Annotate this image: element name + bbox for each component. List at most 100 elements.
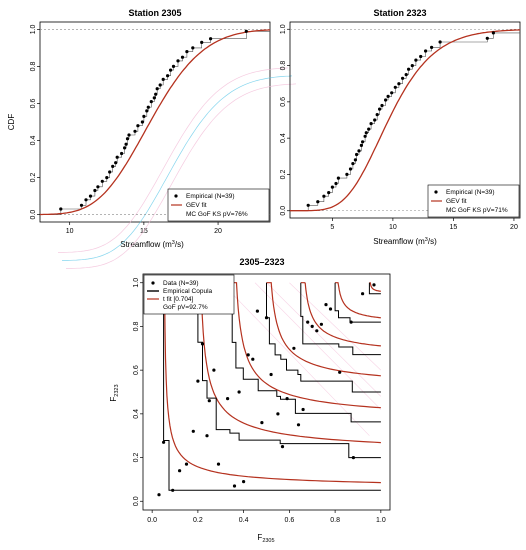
empirical-copula-line [368,282,381,295]
data-point [328,307,333,311]
plot-frame [289,21,521,219]
data-point [226,397,230,401]
data-point [242,480,246,484]
y-tick-label: 1.0 [280,24,287,34]
data-point [359,143,363,147]
data-point [176,59,180,63]
data-point [336,176,340,180]
y-tick-label: 0.0 [280,206,287,216]
data-point [438,40,442,44]
data-point [127,133,131,137]
empirical-copula-line [266,282,381,393]
chart-copula-2305-2323: 2305–2323 0.0 0.2 0.4 0.6 0.8 1.0 0.0 0.2 0.4 0.6… [109,257,391,544]
data-point [216,462,221,466]
data-point [246,353,250,357]
data-point [180,55,185,59]
legend: Empirical (N=39) GEV fit MC GoF KS pV=76… [167,188,270,222]
empirical-copula-line [231,282,381,423]
data-point [88,194,93,198]
data-point [361,292,365,296]
y-tick-label: 0.2 [280,169,287,179]
data-point [301,407,305,412]
data-point [149,100,153,104]
data-point [136,124,140,128]
y-tick-label: 1.0 [30,24,37,34]
data-point [292,346,296,350]
artifact-line [62,75,293,261]
empirical-step-line [290,32,520,212]
y-tick-label: 0.6 [133,365,140,375]
legend: Data (N=39) Empirical Copula t fit [0.70… [143,274,235,315]
data-point [419,54,423,59]
data-point [255,309,259,313]
data-point [196,379,200,383]
data-point [491,31,495,35]
data-point [133,129,137,133]
y-tick-label: 0.8 [30,61,37,71]
empirical-copula-line [197,282,381,459]
x-tick-label: 0.6 [285,517,295,524]
artifact-line [231,293,370,436]
data-point [310,324,314,328]
data-point [404,73,408,77]
data-point [232,484,237,488]
empirical-step-line [40,31,270,215]
data-point [125,137,130,141]
legend-box [167,188,270,222]
y-axis-label: CDF [7,114,16,131]
legend-entry-empirical-copula: Empirical Copula [163,288,213,295]
legend-entry-data: Data (N=39) [163,280,199,287]
data-point [209,37,213,41]
legend-entry-gof: MC GoF KS pV=76% [186,211,248,218]
data-point [115,155,119,159]
x-tick-label: 0.8 [330,517,340,524]
data-point [414,58,418,62]
data-point [184,462,189,466]
data-point [280,445,285,449]
data-point [142,114,146,118]
t-fit-contour-line [369,282,382,292]
x-tick-label: 0.0 [147,517,157,524]
data-point [410,64,414,68]
data-point [200,342,205,346]
data-point [380,103,384,108]
data-point [84,198,88,202]
data-point [155,87,159,91]
data-point [338,370,342,374]
artifact-line [266,282,382,397]
data-point [330,185,334,189]
axis-ticks: 10 15 20 0.0 0.2 0.4 0.6 0.8 1.0 [30,24,222,235]
x-axis-label: F2305 [257,533,274,544]
y-tick-label: 0.8 [133,321,140,331]
chart-title: 2305–2323 [239,257,284,267]
artifact-line [66,83,297,269]
legend-box [427,184,520,218]
data-point [59,207,63,211]
data-point [357,149,361,153]
data-point [200,40,204,45]
data-point [276,412,280,416]
y-tick-label: 0.6 [280,97,287,107]
legend-entry-t-fit: t fit [0.704] [163,296,194,303]
data-point [390,91,394,95]
y-tick-label: 0.0 [133,496,140,506]
y-tick-label: 0.2 [133,453,140,463]
legend-entry-empirical: Empirical (N=39) [186,193,235,200]
data-point [369,122,373,126]
data-point [322,194,326,198]
chart-station-2305: Station 2305 CDF Streamflow (m3/s) 10 15 2… [7,8,297,269]
data-point [345,172,349,176]
empirical-copula-line [163,282,381,491]
data-point [372,283,376,287]
artifact-line [58,67,289,253]
data-point [334,181,338,186]
data-point [375,113,379,117]
x-tick-label: 0.2 [193,517,203,524]
data-point [363,134,367,138]
data-point [285,397,289,401]
data-point [154,92,158,96]
data-point [169,68,173,72]
data-point [485,36,489,40]
legend-marker-empirical [174,194,178,198]
